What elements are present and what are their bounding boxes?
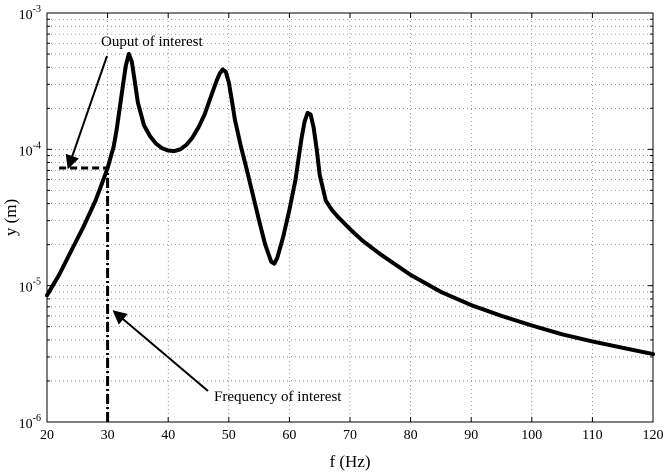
annotation-arrow [112, 310, 209, 392]
annotations: Ouput of interest Frequency of interest [65, 34, 342, 405]
x-tick-label: 100 [521, 428, 542, 443]
annotation-arrow [65, 55, 108, 170]
x-tick-label: 50 [222, 428, 236, 443]
annotation-label: Frequency of interest [214, 389, 342, 405]
interest-markers [59, 166, 110, 422]
annotation-label: Ouput of interest [101, 34, 203, 50]
x-tick-label: 30 [101, 428, 115, 443]
x-tick-label: 70 [343, 428, 357, 443]
series-layer [45, 52, 655, 357]
grid [47, 13, 653, 422]
plot-frame [46, 12, 654, 423]
x-tick-label: 40 [161, 428, 175, 443]
y-tick-label: 10-4 [19, 140, 41, 159]
x-tick-label: 110 [582, 428, 602, 443]
y-axis-label: y (m) [1, 199, 20, 236]
x-tick-label: 80 [404, 428, 418, 443]
y-tick-label: 10-5 [19, 277, 41, 296]
x-tick-label: 20 [40, 428, 54, 443]
x-axis-label: f (Hz) [329, 452, 370, 471]
x-tick-label: 90 [464, 428, 478, 443]
x-tick-label: 60 [282, 428, 296, 443]
y-tick-label: 10-3 [19, 4, 41, 23]
y-tick-label: 10-6 [19, 413, 41, 432]
x-tick-label: 120 [643, 428, 664, 443]
series-line [45, 52, 655, 357]
tick-labels: 20 30 40 50 60 70 80 90 100 110 120 10-6 10-5 10-4 10-… [19, 4, 664, 443]
